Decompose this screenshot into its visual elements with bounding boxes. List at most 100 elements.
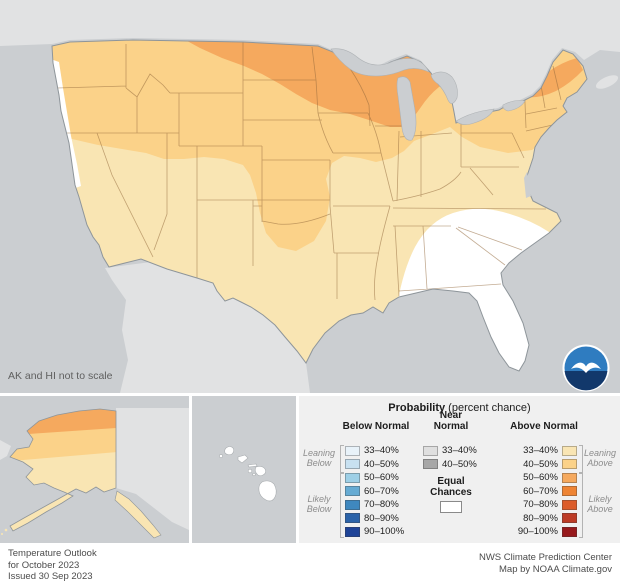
legend-swatch bbox=[562, 526, 577, 537]
island-kauai bbox=[224, 446, 235, 456]
island-maui bbox=[254, 466, 266, 477]
legend-row: 60–70% bbox=[345, 485, 404, 499]
legend-side-leaning-above: Leaning Above bbox=[583, 448, 617, 468]
legend-row: 33–40% bbox=[511, 444, 577, 458]
legend-swatch bbox=[345, 486, 360, 497]
legend-row: 80–90% bbox=[345, 512, 404, 526]
equal-chances-swatch bbox=[440, 501, 462, 513]
legend-side-likely-below: Likely Below bbox=[306, 494, 332, 514]
legend-row: 90–100% bbox=[345, 525, 404, 539]
us-outline bbox=[51, 39, 588, 372]
legend-swatch bbox=[345, 472, 360, 483]
russia-land-sliver bbox=[0, 440, 11, 460]
canada-land bbox=[0, 0, 620, 121]
nova-scotia-land bbox=[595, 75, 619, 89]
lake-superior bbox=[330, 48, 430, 77]
legend-swatch bbox=[562, 486, 577, 497]
legend-row: 40–50% bbox=[423, 458, 477, 472]
legend-row-label: 70–80% bbox=[364, 499, 399, 511]
legend-row: 70–80% bbox=[511, 498, 577, 512]
legend-row: 33–40% bbox=[345, 444, 404, 458]
legend-row-label: 50–60% bbox=[364, 472, 399, 484]
hawaii-ocean bbox=[192, 396, 296, 543]
island-molokai bbox=[247, 463, 258, 468]
legend-header-near-line1: Near bbox=[439, 410, 463, 421]
legend-swatch bbox=[562, 472, 577, 483]
legend-row: 33–40% bbox=[423, 444, 477, 458]
legend-swatch bbox=[345, 526, 360, 537]
conus-map-area: AK and HI not to scale bbox=[0, 0, 620, 393]
legend-row-label: 70–80% bbox=[523, 499, 558, 511]
footer-title-line: Temperature Outlook bbox=[8, 548, 97, 559]
legend-side-leaning-below: Leaning Below bbox=[302, 448, 336, 468]
legend-header-near-normal: Near Normal bbox=[419, 410, 483, 432]
legend-title: Probability (percent chance) bbox=[299, 402, 620, 414]
hawaii-islands bbox=[219, 446, 277, 502]
conus-map bbox=[0, 0, 620, 393]
legend-row: 60–70% bbox=[511, 485, 577, 499]
footer: Temperature Outlook for October 2023 Iss… bbox=[0, 545, 620, 585]
insets-row: Probability (percent chance) Below Norma… bbox=[0, 396, 620, 543]
bracket-likely-below bbox=[340, 473, 344, 538]
footer-period-line: for October 2023 bbox=[8, 559, 80, 571]
chesapeake-bay bbox=[524, 172, 531, 198]
legend-row-label: 80–90% bbox=[523, 512, 558, 524]
legend-row-label: 40–50% bbox=[364, 458, 399, 470]
lake-michigan bbox=[396, 76, 417, 141]
canada-land-inset bbox=[116, 408, 189, 530]
legend-swatch bbox=[562, 459, 577, 470]
legend-header-above-normal: Above Normal bbox=[510, 421, 578, 432]
island-hawaii bbox=[258, 480, 277, 502]
legend-swatch bbox=[345, 445, 360, 456]
legend-swatch bbox=[562, 445, 577, 456]
legend-row-label: 33–40% bbox=[364, 445, 399, 457]
alaska-panhandle bbox=[114, 490, 162, 539]
legend-row-label: 90–100% bbox=[364, 526, 405, 538]
legend-swatch bbox=[345, 459, 360, 470]
bracket-leaning-above bbox=[579, 445, 583, 473]
lake-huron bbox=[430, 71, 458, 104]
legend-row: 70–80% bbox=[345, 498, 404, 512]
legend: Probability (percent chance) Below Norma… bbox=[299, 396, 620, 543]
legend-row: 50–60% bbox=[511, 471, 577, 485]
noaa-logo-gull-icon bbox=[571, 362, 601, 373]
legend-row-label: 33–40% bbox=[442, 445, 477, 457]
legend-swatch bbox=[423, 445, 438, 456]
legend-rows-above: 33–40% 40–50% 50–60% 60–70% 70–80% 80–90% 90–1… bbox=[511, 444, 577, 539]
footer-left-text: Temperature Outlook for October 2023 Iss… bbox=[8, 548, 97, 583]
noaa-logo-sea bbox=[564, 371, 608, 391]
legend-swatch bbox=[345, 513, 360, 524]
footer-right-text: NWS Climate Prediction Center Map by NOA… bbox=[479, 552, 612, 576]
island-oahu bbox=[237, 454, 249, 464]
mexico-land bbox=[105, 262, 310, 393]
legend-side-likely-above: Likely Above bbox=[587, 494, 613, 514]
aleutian-island-dot bbox=[4, 528, 8, 532]
equal-chances-line1: Equal bbox=[437, 476, 465, 487]
legend-header-below-normal: Below Normal bbox=[342, 421, 410, 432]
noaa-logo bbox=[562, 344, 610, 392]
island-kahoolawe bbox=[252, 472, 256, 477]
alaska-inset bbox=[0, 396, 189, 543]
footer-source-line: NWS Climate Prediction Center bbox=[478, 552, 612, 563]
bracket-leaning-below bbox=[340, 445, 344, 473]
legend-row-label: 33–40% bbox=[523, 445, 558, 457]
legend-swatch bbox=[562, 513, 577, 524]
legend-swatch bbox=[345, 499, 360, 510]
island-niihau bbox=[219, 454, 223, 458]
legend-row-label: 60–70% bbox=[364, 485, 399, 497]
legend-title-bold: Probability bbox=[388, 402, 446, 414]
great-lakes bbox=[330, 48, 526, 141]
legend-header-near-line2: Normal bbox=[433, 420, 469, 432]
equal-chances-label: Equal Chances bbox=[419, 476, 483, 498]
legend-row: 90–100% bbox=[511, 525, 577, 539]
alaska-map bbox=[0, 396, 189, 543]
lake-ontario bbox=[502, 100, 526, 112]
legend-row-label: 50–60% bbox=[523, 472, 558, 484]
hawaii-map bbox=[192, 396, 296, 543]
lake-erie bbox=[455, 108, 495, 125]
legend-rows-below: 33–40% 40–50% 50–60% 60–70% 70–80% 80–90% 90–1… bbox=[345, 444, 404, 539]
legend-row-label: 60–70% bbox=[523, 485, 558, 497]
legend-row-label: 80–90% bbox=[364, 512, 399, 524]
equal-chances-line2: Chances bbox=[430, 487, 472, 498]
